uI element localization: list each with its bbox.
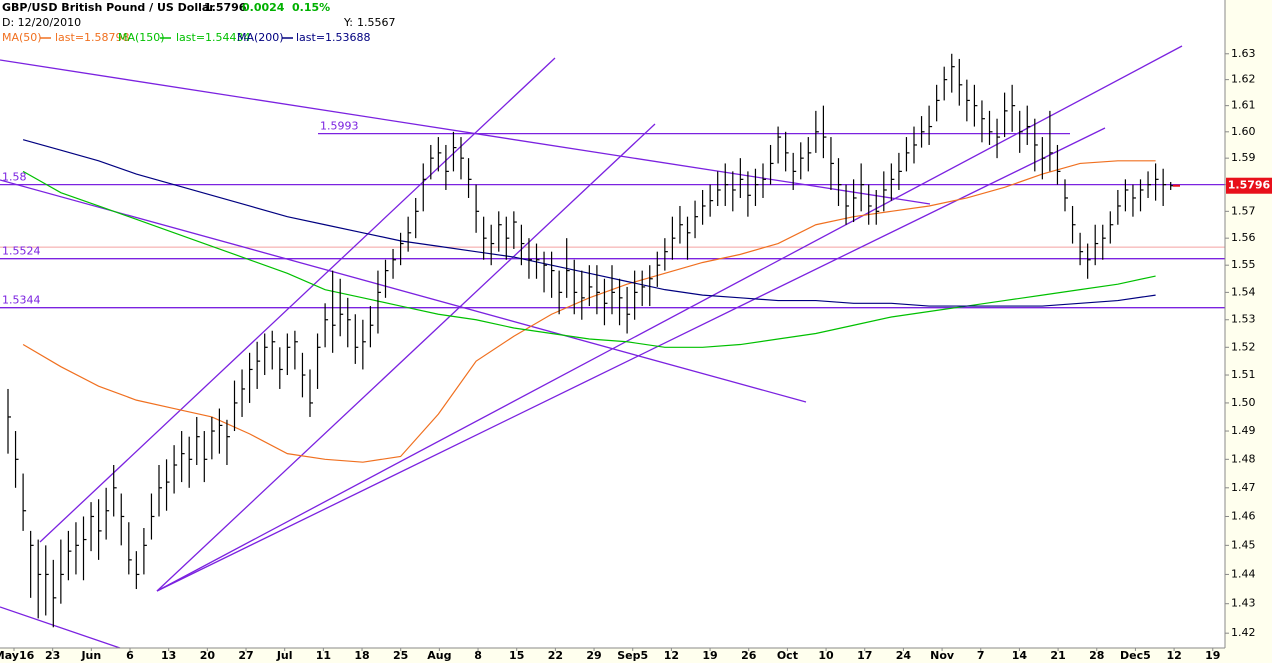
legend-last: last=1.58798 [55,31,130,44]
x-tick-label: Aug [427,649,451,662]
y-tick-label: 1.48 [1231,452,1256,465]
y-tick-label: 1.55 [1231,258,1256,271]
change-pct: 0.15% [292,1,330,14]
x-tick-label: 21 [1050,649,1065,662]
time-axis-area [0,648,1272,663]
y-tick-label: 1.59 [1231,151,1256,164]
trend-line [0,59,931,205]
x-tick-label: 17 [857,649,872,662]
level-label: 1.5344 [2,294,41,307]
x-tick-label: 28 [1089,649,1104,662]
plot-area [0,0,1225,648]
y-tick-label: 1.60 [1231,125,1256,138]
y-tick-label: 1.54 [1231,285,1256,298]
x-tick-label: 29 [586,649,601,662]
x-tick-label: 15 [509,649,524,662]
x-tick-label: 23 [45,649,60,662]
y-tick-label: 1.45 [1231,538,1256,551]
change: 0.0024 [242,1,285,14]
level-label: 1.5524 [2,245,41,258]
trend-line [0,606,121,649]
legend-last: last=1.53688 [296,31,371,44]
cursor-value: 1.5567 [357,16,396,29]
last-box [1226,177,1272,194]
y-tick-label: 1.52 [1231,340,1256,353]
y-tick-label: 1.50 [1231,396,1256,409]
y-tick-label: 1.46 [1231,509,1256,522]
y-tick-label: 1.49 [1231,424,1256,437]
cursor-label: Y: [343,16,353,29]
x-tick-label: Dec5 [1120,649,1151,662]
trend-line [0,179,807,403]
x-tick-label: Nov [930,649,955,662]
x-tick-label: 12 [664,649,679,662]
y-tick-label: 1.51 [1231,368,1256,381]
x-tick-label: 22 [548,649,563,662]
y-tick-label: 1.42 [1231,626,1256,639]
x-tick-label: 12 [1166,649,1181,662]
x-tick-label: 24 [896,649,912,662]
x-tick-label: 19 [1205,649,1220,662]
legend-name: MA(200) [237,31,284,44]
x-tick-label: 19 [702,649,717,662]
x-tick-label: Jul [276,649,293,662]
x-tick-label: 20 [200,649,216,662]
price-axis-area [1225,0,1272,663]
trend-line [156,127,1106,592]
price-bars [7,53,1174,628]
header: GBP/USD British Pound / US Dollar 1.5796… [2,1,396,29]
trend-line [156,45,1183,592]
legend-last: last=1.54434 [176,31,251,44]
y-tick-label: 1.63 [1231,47,1256,60]
x-tick-label: 11 [316,649,331,662]
levels: 1.5993 1.58 1.5524 1.5344 [0,120,1225,309]
y-tick-label: 1.43 [1231,597,1256,610]
x-tick-label: 27 [238,649,253,662]
trend-line [156,123,656,592]
last-price-marker: 1.5796 [1173,177,1272,194]
date-label: D: 12/20/2010 [2,16,81,29]
y-tick-label: 1.61 [1231,99,1256,112]
x-tick-label: 14 [1012,649,1028,662]
trend-line [39,57,556,543]
y-tick-label: 1.47 [1231,481,1256,494]
y-tick-label: 1.62 [1231,73,1256,86]
legend-name: MA(50) [2,31,42,44]
x-tick-label: 8 [474,649,482,662]
x-tick-label: 13 [161,649,176,662]
chart-title: GBP/USD British Pound / US Dollar [2,1,215,14]
last-price: 1.5796 [204,1,247,14]
x-tick-label: 6 [126,649,134,662]
y-tick-label: 1.44 [1231,567,1256,580]
x-tick-label: Sep5 [617,649,648,662]
x-tick-label: 7 [977,649,985,662]
y-tick-label: 1.53 [1231,313,1256,326]
x-tick-label: Oct [777,649,798,662]
last-box-label: 1.5796 [1228,179,1271,192]
level-label: 1.58 [2,171,27,184]
x-tick-label: 25 [393,649,408,662]
level-label: 1.5993 [320,120,359,133]
x-tick-label: 18 [354,649,369,662]
x-tick-label: 26 [741,649,757,662]
x-tick-label: May16 [0,649,35,662]
x-tick-label: Jun [80,649,101,662]
y-tick-label: 1.57 [1231,204,1256,217]
y-tick-label: 1.56 [1231,231,1256,244]
legend-name: MA(150) [118,31,165,44]
trend-lines [0,45,1183,649]
x-tick-label: 10 [818,649,834,662]
